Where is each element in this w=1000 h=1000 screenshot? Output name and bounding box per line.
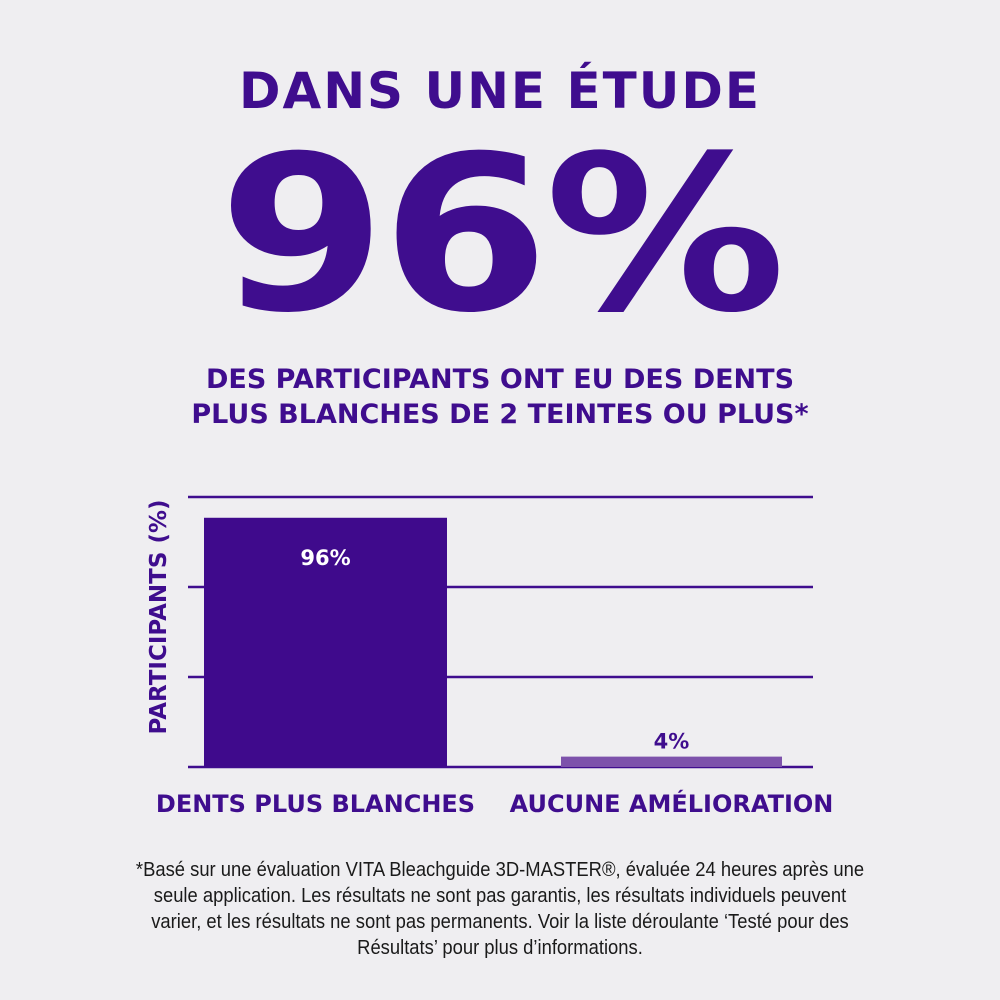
- data-label-0: 96%: [300, 546, 350, 570]
- category-label-1: AUCUNE AMÉLIORATION: [510, 789, 834, 818]
- bar-0: [204, 517, 447, 767]
- subheadline-line-2: PLUS BLANCHES DE 2 TEINTES OU PLUS*: [191, 399, 809, 430]
- category-label-0: DENTS PLUS BLANCHES: [156, 790, 475, 818]
- subheadline-line-1: DES PARTICIPANTS ONT EU DES DENTS: [205, 364, 795, 395]
- headline-percentage: 96%: [218, 109, 786, 360]
- footnote: *Basé sur une évaluation VITA Bleachguid…: [135, 859, 865, 959]
- subheadline: DES PARTICIPANTS ONT EU DES DENTS PLUS B…: [0, 362, 1000, 432]
- y-axis-label: PARTICIPANTS (%): [146, 499, 172, 734]
- kicker-title: DANS UNE ÉTUDE: [239, 62, 761, 120]
- data-label-1: 4%: [654, 730, 690, 754]
- bar-1: [561, 756, 782, 767]
